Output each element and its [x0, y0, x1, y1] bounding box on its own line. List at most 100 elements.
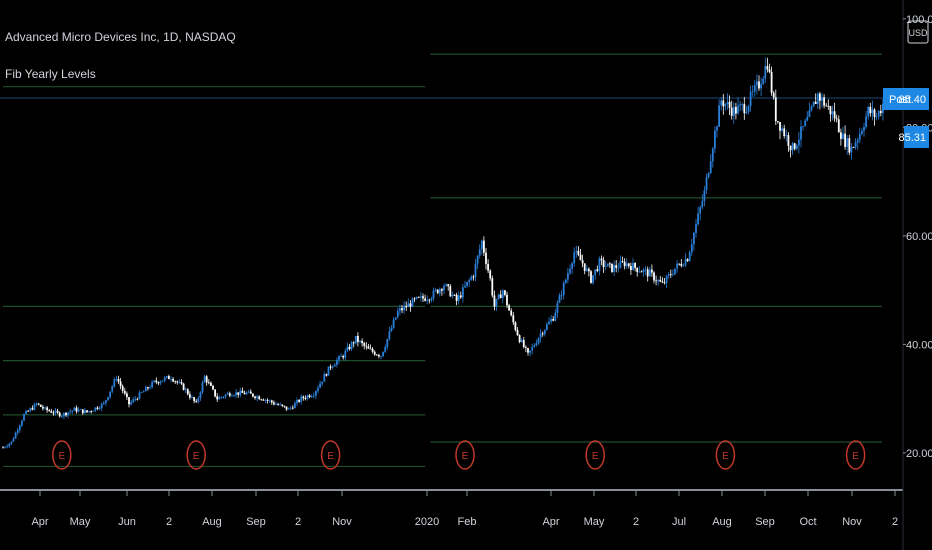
candle	[529, 350, 531, 357]
x-axis[interactable]: Apr May Jun 2 Aug Sep 2 Nov 2020 Feb Apr May 2 Jul Aug…	[31, 491, 898, 528]
candle	[695, 218, 697, 238]
candle	[758, 75, 760, 91]
candle	[753, 80, 756, 97]
candle	[480, 239, 483, 255]
candle	[541, 331, 544, 337]
x-tick-label: 2	[166, 516, 172, 528]
candle	[567, 268, 569, 284]
candle	[291, 405, 294, 410]
x-tick-label: 2020	[415, 516, 439, 528]
candle	[102, 401, 105, 405]
symbol-title[interactable]: Advanced Micro Devices Inc, 1D, NASDAQ	[5, 30, 236, 44]
candle	[661, 277, 664, 284]
candle	[837, 115, 840, 133]
candle	[823, 94, 825, 109]
candle	[130, 399, 132, 406]
earnings-marker[interactable]: E	[715, 440, 736, 470]
candle	[193, 396, 195, 404]
candle	[499, 290, 502, 299]
candle	[111, 384, 114, 394]
candle	[90, 410, 93, 414]
earnings-marker[interactable]: E	[52, 440, 72, 470]
candle	[867, 105, 870, 120]
candle	[701, 194, 704, 210]
candle	[207, 379, 210, 385]
candle	[655, 275, 657, 286]
earnings-marker[interactable]: E	[845, 440, 866, 470]
candle	[560, 290, 563, 300]
last-price-tag: 85.31	[898, 126, 929, 148]
candle	[184, 387, 187, 394]
candle	[787, 132, 790, 152]
candle	[254, 395, 256, 400]
candle	[768, 63, 771, 74]
candle	[850, 142, 853, 160]
candle	[403, 301, 405, 314]
candle	[157, 381, 160, 385]
candle	[144, 385, 147, 392]
candle	[533, 343, 536, 348]
candle	[128, 396, 130, 408]
currency-label: USD	[908, 28, 928, 38]
candle	[617, 263, 620, 273]
earnings-marker[interactable]: E	[455, 440, 475, 470]
earnings-marker[interactable]: E	[320, 440, 341, 470]
candle	[12, 436, 15, 442]
earnings-marker[interactable]: E	[585, 440, 605, 470]
candle	[514, 321, 517, 332]
candle	[239, 387, 242, 398]
candle	[449, 284, 452, 297]
candle	[338, 354, 340, 364]
candle	[821, 93, 823, 108]
y-tick-label: 100.00	[906, 14, 932, 26]
candle	[510, 308, 513, 317]
candle	[602, 256, 605, 273]
candle	[132, 396, 135, 404]
candle	[653, 271, 655, 284]
candle	[161, 380, 164, 382]
candle	[210, 381, 212, 387]
candle	[281, 404, 284, 408]
candle	[426, 295, 429, 305]
candle	[214, 389, 216, 398]
candle	[737, 97, 739, 115]
candle	[308, 393, 311, 399]
candle	[390, 325, 393, 332]
fib-levels	[3, 53, 882, 468]
candle	[363, 341, 366, 350]
candle	[613, 260, 615, 276]
candle	[176, 380, 179, 385]
candle	[321, 381, 324, 387]
last-tag-background	[904, 126, 929, 148]
candle	[344, 348, 347, 361]
candle	[165, 375, 168, 380]
earnings-marker-label: E	[462, 451, 469, 462]
candle	[8, 443, 11, 449]
candle	[856, 137, 859, 151]
candle	[625, 258, 628, 269]
candle	[882, 98, 884, 121]
candle	[252, 393, 254, 398]
candle	[827, 99, 830, 111]
earnings-marker[interactable]: E	[186, 440, 206, 470]
candle	[302, 395, 305, 401]
indicator-label[interactable]: Fib Yearly Levels	[5, 67, 96, 81]
candle	[648, 267, 651, 277]
earnings-marker-label: E	[852, 451, 859, 462]
candle	[285, 406, 288, 411]
candle	[4, 445, 6, 449]
candle	[35, 402, 38, 407]
currency-badge[interactable]	[907, 20, 929, 44]
candle	[264, 398, 267, 404]
candle	[77, 407, 80, 413]
candle	[525, 345, 527, 353]
candle	[94, 407, 97, 413]
candle	[2, 446, 4, 449]
candle	[579, 248, 582, 261]
candle	[224, 393, 227, 399]
candle	[684, 253, 687, 268]
candle	[680, 258, 683, 268]
candle	[875, 113, 878, 121]
